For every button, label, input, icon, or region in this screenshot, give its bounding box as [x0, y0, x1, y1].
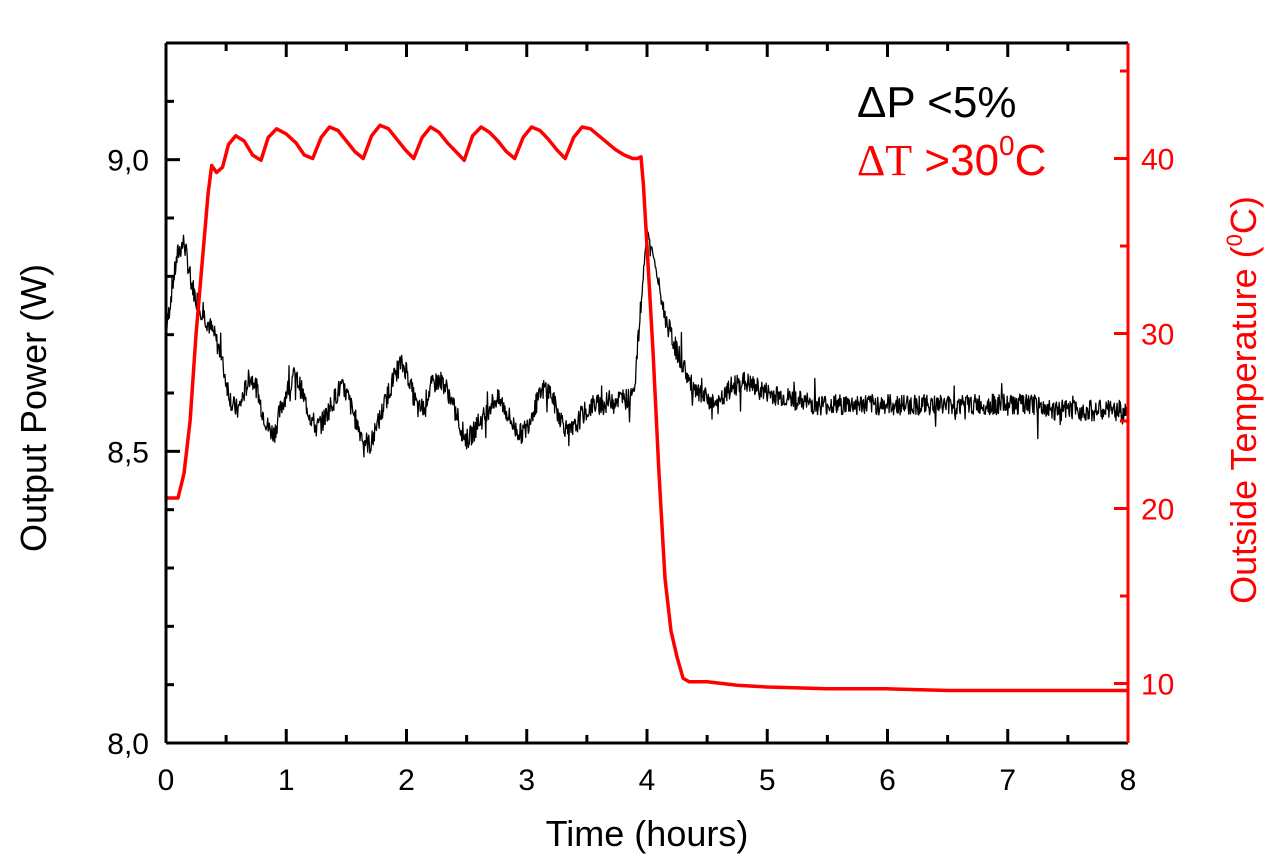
- ticks: [166, 41, 1128, 743]
- plot-lines: [165, 123, 1129, 693]
- y-right-title-post: C): [1223, 196, 1264, 234]
- x-tick-label: 5: [759, 764, 776, 797]
- x-tick-label: 7: [999, 764, 1016, 797]
- annotation-delta-t-pre: >30: [912, 136, 999, 185]
- x-axis-title: Time (hours): [546, 813, 749, 854]
- y-left-tick-label: 8,0: [107, 728, 149, 761]
- annotation-delta-t-sup: 0: [999, 130, 1015, 161]
- y-right-tick-label: 20: [1141, 494, 1174, 527]
- y-left-axis-title: Output Power (W): [13, 264, 54, 552]
- y-right-title-pre: Outside Temperature (: [1223, 246, 1264, 604]
- annotation-delta-t: ΔT >300C: [857, 130, 1046, 185]
- labels: 0 1 2 3 4 5 6 7 8 8,0 8,5 9,0 10 20 30 40: [107, 144, 1174, 798]
- x-tick-label: 4: [639, 764, 656, 797]
- x-tick-label: 3: [518, 764, 535, 797]
- annotation-delta-t-symbol: ΔT: [857, 136, 912, 185]
- x-tick-label: 2: [398, 764, 415, 797]
- y-left-tick-label: 8,5: [107, 436, 149, 469]
- series-line-outside-temperature: [166, 123, 1128, 693]
- annotation-delta-t-post: C: [1015, 136, 1047, 185]
- y-right-tick-label: 10: [1141, 669, 1174, 702]
- x-tick-label: 6: [879, 764, 896, 797]
- annotation-delta-p: ΔP <5%: [857, 78, 1016, 127]
- x-tick-label: 8: [1120, 764, 1137, 797]
- y-right-title-sup: 0: [1222, 234, 1247, 246]
- y-right-axis-title: Outside Temperature (0C): [1222, 196, 1264, 604]
- y-right-tick-label: 30: [1141, 319, 1174, 352]
- x-tick-label: 0: [158, 764, 175, 797]
- x-tick-label: 1: [278, 764, 295, 797]
- y-left-tick-label: 9,0: [107, 145, 149, 178]
- y-right-tick-label: 40: [1141, 144, 1174, 177]
